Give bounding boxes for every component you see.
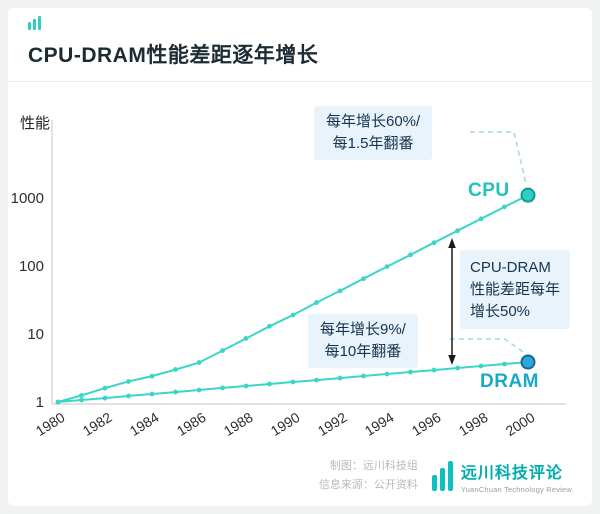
footer: 制图：远川科技组 信息来源：公开资料 远川科技评论 YuanChuan Tech… [8, 452, 592, 506]
annotation-text: 性能差距每年 [470, 280, 561, 298]
chart-card: CPU-DRAM性能差距逐年增长 性能 1 10 100 1000 1980 1982 198… [8, 8, 592, 506]
gap-arrow [448, 238, 456, 365]
svg-text:1990: 1990 [268, 409, 303, 439]
brand-mark-icon [28, 16, 572, 30]
svg-text:1996: 1996 [409, 409, 444, 439]
svg-text:1984: 1984 [127, 409, 162, 439]
svg-text:1980: 1980 [33, 409, 68, 439]
y-axis-label: 性能 [20, 115, 50, 132]
cpu-series-label: CPU [468, 180, 510, 201]
svg-text:1998: 1998 [456, 409, 491, 439]
axes [51, 120, 566, 405]
dram-endpoint-marker [520, 354, 536, 370]
cpu-line [57, 194, 529, 403]
svg-text:100: 100 [19, 258, 44, 275]
dram-growth-annotation: 每年增长9%/ 每10年翻番 [308, 314, 418, 368]
x-tick-labels: 1980 1982 1984 1986 1988 1990 1992 1994 1996 1998… [33, 409, 538, 439]
cpu-endpoint-marker [520, 187, 536, 203]
y-tick-labels: 1 10 100 1000 [11, 190, 44, 411]
source-line: 信息来源：公开资料 [318, 479, 418, 491]
gap-annotation: CPU-DRAM 性能差距每年 增长50% [460, 250, 571, 330]
credits: 制图：远川科技组 信息来源：公开资料 [319, 457, 418, 494]
svg-text:1: 1 [36, 394, 44, 411]
svg-text:1982: 1982 [80, 409, 115, 439]
svg-text:1000: 1000 [11, 190, 44, 207]
annotation-text: 每10年翻番 [324, 342, 402, 360]
annotation-text: 增长50% [470, 302, 531, 320]
brand-logo: 远川科技评论 YuanChuan Technology Review [431, 459, 572, 494]
line-chart: 性能 1 10 100 1000 1980 1982 1984 1986 1988 1990 1992… [11, 115, 566, 439]
header: CPU-DRAM性能差距逐年增长 [8, 8, 592, 82]
page-title: CPU-DRAM性能差距逐年增长 [28, 44, 319, 67]
brand-name: 远川科技评论 [460, 464, 563, 482]
svg-text:1992: 1992 [315, 409, 350, 439]
dram-series-label: DRAM [480, 371, 539, 392]
annotation-text: 每年增长60%/ [326, 113, 421, 130]
svg-text:1986: 1986 [174, 409, 209, 439]
annotation-text: CPU-DRAM [470, 259, 551, 276]
annotation-connectors [450, 131, 527, 353]
svg-text:2000: 2000 [503, 409, 538, 439]
svg-text:10: 10 [27, 326, 44, 343]
brand-bars-icon [431, 461, 453, 491]
chart-area: 性能 1 10 100 1000 1980 1982 1984 1986 1988 1990 1992… [8, 82, 592, 452]
brand-subtitle: YuanChuan Technology Review [460, 484, 572, 494]
svg-text:1988: 1988 [221, 409, 256, 439]
annotation-text: 每年增长9%/ [320, 321, 406, 338]
svg-text:1994: 1994 [362, 409, 397, 439]
credit-line: 制图：远川科技组 [329, 460, 418, 473]
cpu-growth-annotation: 每年增长60%/ 每1.5年翻番 [314, 106, 433, 160]
annotation-text: 每1.5年翻番 [332, 134, 414, 152]
brand-text: 远川科技评论 YuanChuan Technology Review [461, 459, 572, 494]
dram-series [55, 354, 536, 405]
